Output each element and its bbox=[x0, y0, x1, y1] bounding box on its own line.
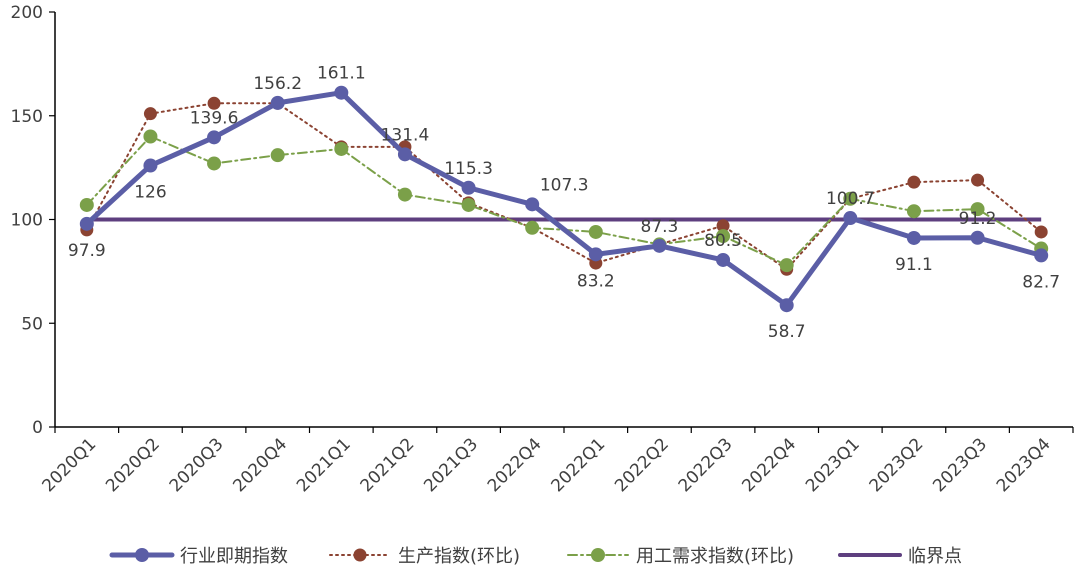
x-tick-label: 2023Q3 bbox=[929, 434, 991, 496]
y-tick-label: 150 bbox=[11, 107, 43, 127]
data-label: 83.2 bbox=[577, 271, 615, 291]
series-0-point bbox=[843, 211, 858, 226]
data-label: 91.1 bbox=[895, 255, 933, 275]
x-tick-label: 2023Q2 bbox=[866, 434, 928, 496]
legend-label-2: 用工需求指数(环比) bbox=[636, 546, 794, 567]
series-2-line bbox=[85, 135, 1043, 267]
series-2-point bbox=[270, 148, 285, 163]
series-layer bbox=[79, 85, 1049, 313]
series-1-point bbox=[207, 96, 221, 110]
legend-label-0: 行业即期指数 bbox=[180, 546, 288, 567]
series-2-point bbox=[779, 258, 794, 273]
series-1-point bbox=[716, 219, 730, 233]
legend-label-3: 临界点 bbox=[908, 546, 962, 567]
data-label: 87.3 bbox=[641, 217, 679, 237]
series-0-point bbox=[79, 216, 94, 231]
y-tick-label: 100 bbox=[11, 211, 43, 231]
x-tick-label: 2020Q2 bbox=[102, 434, 164, 496]
x-tick-label: 2021Q3 bbox=[420, 434, 482, 496]
x-tick-label: 2022Q2 bbox=[611, 434, 673, 496]
y-tick-label: 50 bbox=[21, 314, 43, 334]
x-tick-label: 2021Q2 bbox=[357, 434, 419, 496]
series-2-point bbox=[906, 204, 921, 219]
series-2-point bbox=[525, 220, 540, 235]
data-label: 80.5 bbox=[704, 231, 742, 251]
data-label: 100.7 bbox=[826, 189, 875, 209]
legend: 行业即期指数 生产指数(环比) 用工需求指数(环比) 临界点 bbox=[109, 546, 962, 567]
series-0-point bbox=[906, 230, 921, 245]
data-label: 91.2 bbox=[959, 209, 997, 229]
series-0-point bbox=[334, 85, 349, 100]
series-2-point bbox=[588, 224, 603, 239]
x-tick-label: 2022Q1 bbox=[547, 434, 609, 496]
data-label: 161.1 bbox=[317, 64, 366, 84]
x-tick-label: 2023Q1 bbox=[802, 434, 864, 496]
x-tick-label: 2022Q4 bbox=[738, 434, 800, 496]
series-0-point bbox=[1034, 248, 1049, 263]
data-label: 58.7 bbox=[768, 322, 806, 342]
series-0-point bbox=[207, 130, 222, 145]
series-2-point bbox=[79, 197, 94, 212]
series-1-point bbox=[143, 107, 157, 121]
series-0-point bbox=[588, 247, 603, 262]
series-0-point bbox=[779, 298, 794, 313]
legend-swatch-marker-2 bbox=[591, 548, 605, 562]
series-2-point bbox=[970, 202, 985, 217]
series-2-point bbox=[143, 129, 158, 144]
series-1-point bbox=[971, 173, 985, 187]
series-0-point bbox=[461, 180, 476, 195]
series-2-point bbox=[397, 187, 412, 202]
x-tick-label: 2021Q1 bbox=[293, 434, 355, 496]
series-1-line bbox=[85, 102, 1043, 271]
data-label: 126 bbox=[134, 183, 166, 203]
data-labels-layer: 97.9 126 139.6 156.2 161.1 131.4 115.3 107.3 83.… bbox=[68, 64, 1060, 342]
x-tick-label: 2020Q4 bbox=[229, 434, 291, 496]
legend-label-1: 生产指数(环比) bbox=[398, 546, 520, 567]
series-1-point bbox=[907, 175, 921, 189]
series-0-point bbox=[525, 197, 540, 212]
data-label: 156.2 bbox=[253, 74, 302, 94]
series-0-point bbox=[652, 238, 667, 253]
series-0-point bbox=[716, 252, 731, 267]
series-2-point bbox=[843, 191, 858, 206]
legend-swatch-marker-1 bbox=[353, 548, 367, 562]
y-tick-label: 200 bbox=[11, 3, 43, 23]
x-tick-label: 2020Q3 bbox=[166, 434, 228, 496]
x-tick-label: 2023Q4 bbox=[993, 434, 1055, 496]
y-tick-label: 0 bbox=[32, 418, 43, 438]
series-2-point bbox=[461, 197, 476, 212]
data-label: 115.3 bbox=[444, 159, 493, 179]
x-tick-label: 2022Q3 bbox=[675, 434, 737, 496]
legend-swatch-marker-0 bbox=[135, 548, 149, 562]
x-tick-label: 2022Q4 bbox=[484, 434, 546, 496]
series-0-point bbox=[397, 147, 412, 162]
series-0-point bbox=[970, 230, 985, 245]
data-label: 107.3 bbox=[540, 175, 589, 195]
x-tick-label: 2020Q1 bbox=[38, 434, 100, 496]
data-label: 82.7 bbox=[1022, 272, 1060, 292]
data-label: 131.4 bbox=[381, 125, 430, 145]
series-2-point bbox=[334, 141, 349, 156]
series-1-point bbox=[1034, 225, 1048, 239]
series-2-point bbox=[716, 229, 731, 244]
series-0-line bbox=[84, 90, 1044, 308]
series-2-point bbox=[207, 156, 222, 171]
data-label: 97.9 bbox=[68, 241, 106, 261]
series-0-point bbox=[270, 95, 285, 110]
series-0-point bbox=[143, 158, 158, 173]
data-label: 139.6 bbox=[190, 108, 239, 128]
